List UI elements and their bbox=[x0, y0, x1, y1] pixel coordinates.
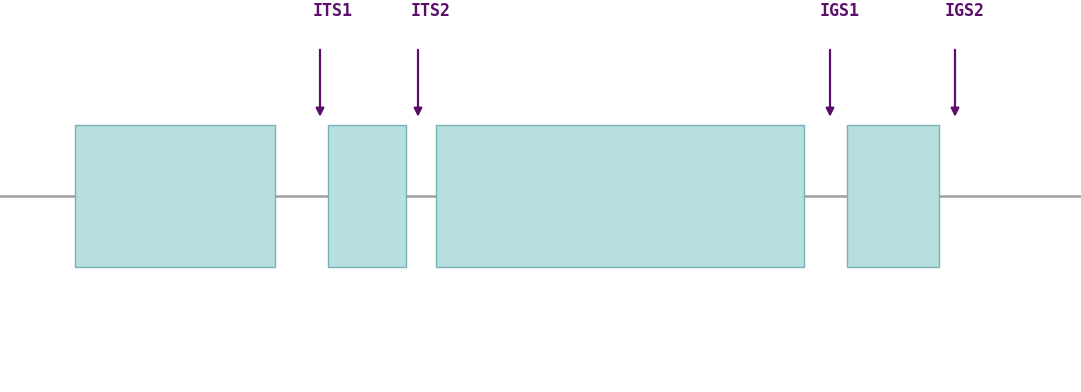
Text: IGS2: IGS2 bbox=[945, 2, 985, 20]
Text: ITS1: ITS1 bbox=[313, 2, 353, 20]
Bar bbox=[328, 125, 406, 267]
Bar bbox=[75, 125, 275, 267]
Text: ITS2: ITS2 bbox=[411, 2, 451, 20]
Bar bbox=[848, 125, 939, 267]
Text: IGS1: IGS1 bbox=[820, 2, 860, 20]
Bar bbox=[436, 125, 804, 267]
